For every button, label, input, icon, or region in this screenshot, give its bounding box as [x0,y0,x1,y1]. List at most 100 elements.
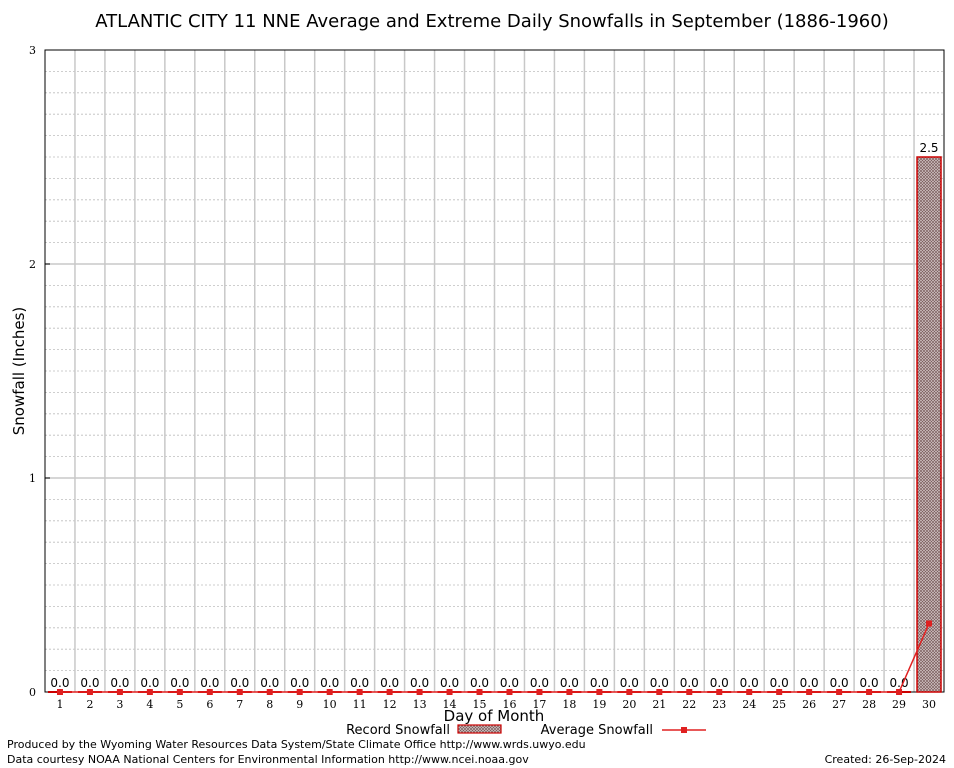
record-data-label: 0.0 [560,676,579,690]
x-tick-label: 2 [86,698,93,711]
average-point [626,689,633,695]
x-tick-label: 4 [146,698,153,711]
average-point [776,689,783,695]
record-data-label: 0.0 [680,676,699,690]
record-data-label: 0.0 [530,676,549,690]
x-axis-ticks: 1 2 3 4 5 6 7 8 9 10 11 12 13 14 15 16 17 18 19 20 21 22 23 24 2… [56,698,936,711]
average-point [566,689,573,695]
x-tick-label: 23 [712,698,726,711]
x-tick-label: 6 [206,698,213,711]
record-data-label: 0.0 [50,676,69,690]
y-tick-label: 0 [29,686,36,699]
average-point [596,689,603,695]
x-tick-label: 16 [502,698,516,711]
x-tick-label: 1 [56,698,63,711]
record-data-label: 0.0 [620,676,639,690]
average-point [86,689,93,695]
average-point [326,689,333,695]
average-point [386,689,393,695]
average-point [866,689,873,695]
x-tick-label: 11 [353,698,367,711]
record-data-label: 0.0 [500,676,519,690]
record-data-label: 0.0 [170,676,189,690]
average-point [176,689,183,695]
record-data-label: 0.0 [440,676,459,690]
x-tick-label: 8 [266,698,273,711]
record-data-label: 0.0 [470,676,489,690]
x-tick-label: 21 [652,698,666,711]
footer-data-courtesy: Data courtesy NOAA National Centers for … [7,753,529,766]
record-data-label: 0.0 [830,676,849,690]
record-data-label: 0.0 [140,676,159,690]
record-data-label: 0.0 [200,676,219,690]
average-point [446,689,453,695]
record-data-label: 0.0 [230,676,249,690]
record-data-label: 0.0 [380,676,399,690]
average-point [656,689,663,695]
record-data-label: 0.0 [590,676,609,690]
average-line [56,620,933,695]
x-tick-label: 15 [473,698,487,711]
grid [45,50,944,692]
record-data-label: 0.0 [350,676,369,690]
x-tick-label: 14 [443,698,457,711]
record-data-label: 0.0 [740,676,759,690]
legend-average-label: Average Snowfall [541,723,653,738]
x-tick-label: 25 [772,698,786,711]
y-axis-title: Snowfall (Inches) [10,307,28,435]
record-data-label: 0.0 [80,676,99,690]
legend-record-swatch [457,724,502,734]
footer-produced-by: Produced by the Wyoming Water Resources … [7,738,586,751]
average-point [746,689,753,695]
average-point [506,689,513,695]
y-tick-label: 3 [29,44,36,57]
x-axis-title: Day of Month [444,707,545,725]
x-tick-label: 17 [532,698,546,711]
x-tick-label: 9 [296,698,303,711]
footer-created-date: Created: 26-Sep-2024 [824,753,946,766]
average-point [926,620,933,627]
average-point [296,689,303,695]
x-tick-label: 27 [832,698,846,711]
record-data-label: 0.0 [710,676,729,690]
legend-average-marker [681,727,687,733]
record-data-label: 0.0 [410,676,429,690]
record-data-label: 0.0 [290,676,309,690]
x-tick-label: 24 [742,698,756,711]
y-axis-ticks: 0 1 2 3 [29,44,50,699]
average-point [416,689,423,695]
x-tick-label: 22 [682,698,696,711]
x-tick-label: 28 [862,698,876,711]
x-tick-label: 5 [176,698,183,711]
average-point [836,689,843,695]
average-point [476,689,483,695]
x-tick-label: 3 [116,698,123,711]
data-labels: 0.0 0.0 0.0 0.0 0.0 0.0 0.0 0.0 0.0 0.0 0.0 0.0 0.0 0… [50,141,938,690]
average-line-path [59,623,930,693]
record-data-label: 0.0 [800,676,819,690]
legend-record-label: Record Snowfall [346,723,450,738]
record-data-label: 0.0 [860,676,879,690]
x-tick-label: 10 [323,698,337,711]
record-data-label: 0.0 [770,676,789,690]
x-tick-label: 26 [802,698,816,711]
x-tick-label: 7 [236,698,243,711]
average-point [236,689,243,695]
x-tick-label: 19 [592,698,606,711]
record-data-label: 2.5 [919,141,938,155]
average-point [206,689,213,695]
average-point [716,689,723,695]
average-point [356,689,363,695]
x-tick-label: 18 [562,698,576,711]
record-data-label: 0.0 [260,676,279,690]
x-tick-label: 29 [892,698,906,711]
record-bar [916,156,942,693]
average-point [116,689,123,695]
x-tick-label: 20 [622,698,636,711]
x-tick-label: 30 [922,698,936,711]
average-point [266,689,273,695]
average-point [686,689,693,695]
chart-title: ATLANTIC CITY 11 NNE Average and Extreme… [95,11,889,32]
average-point [896,689,903,695]
